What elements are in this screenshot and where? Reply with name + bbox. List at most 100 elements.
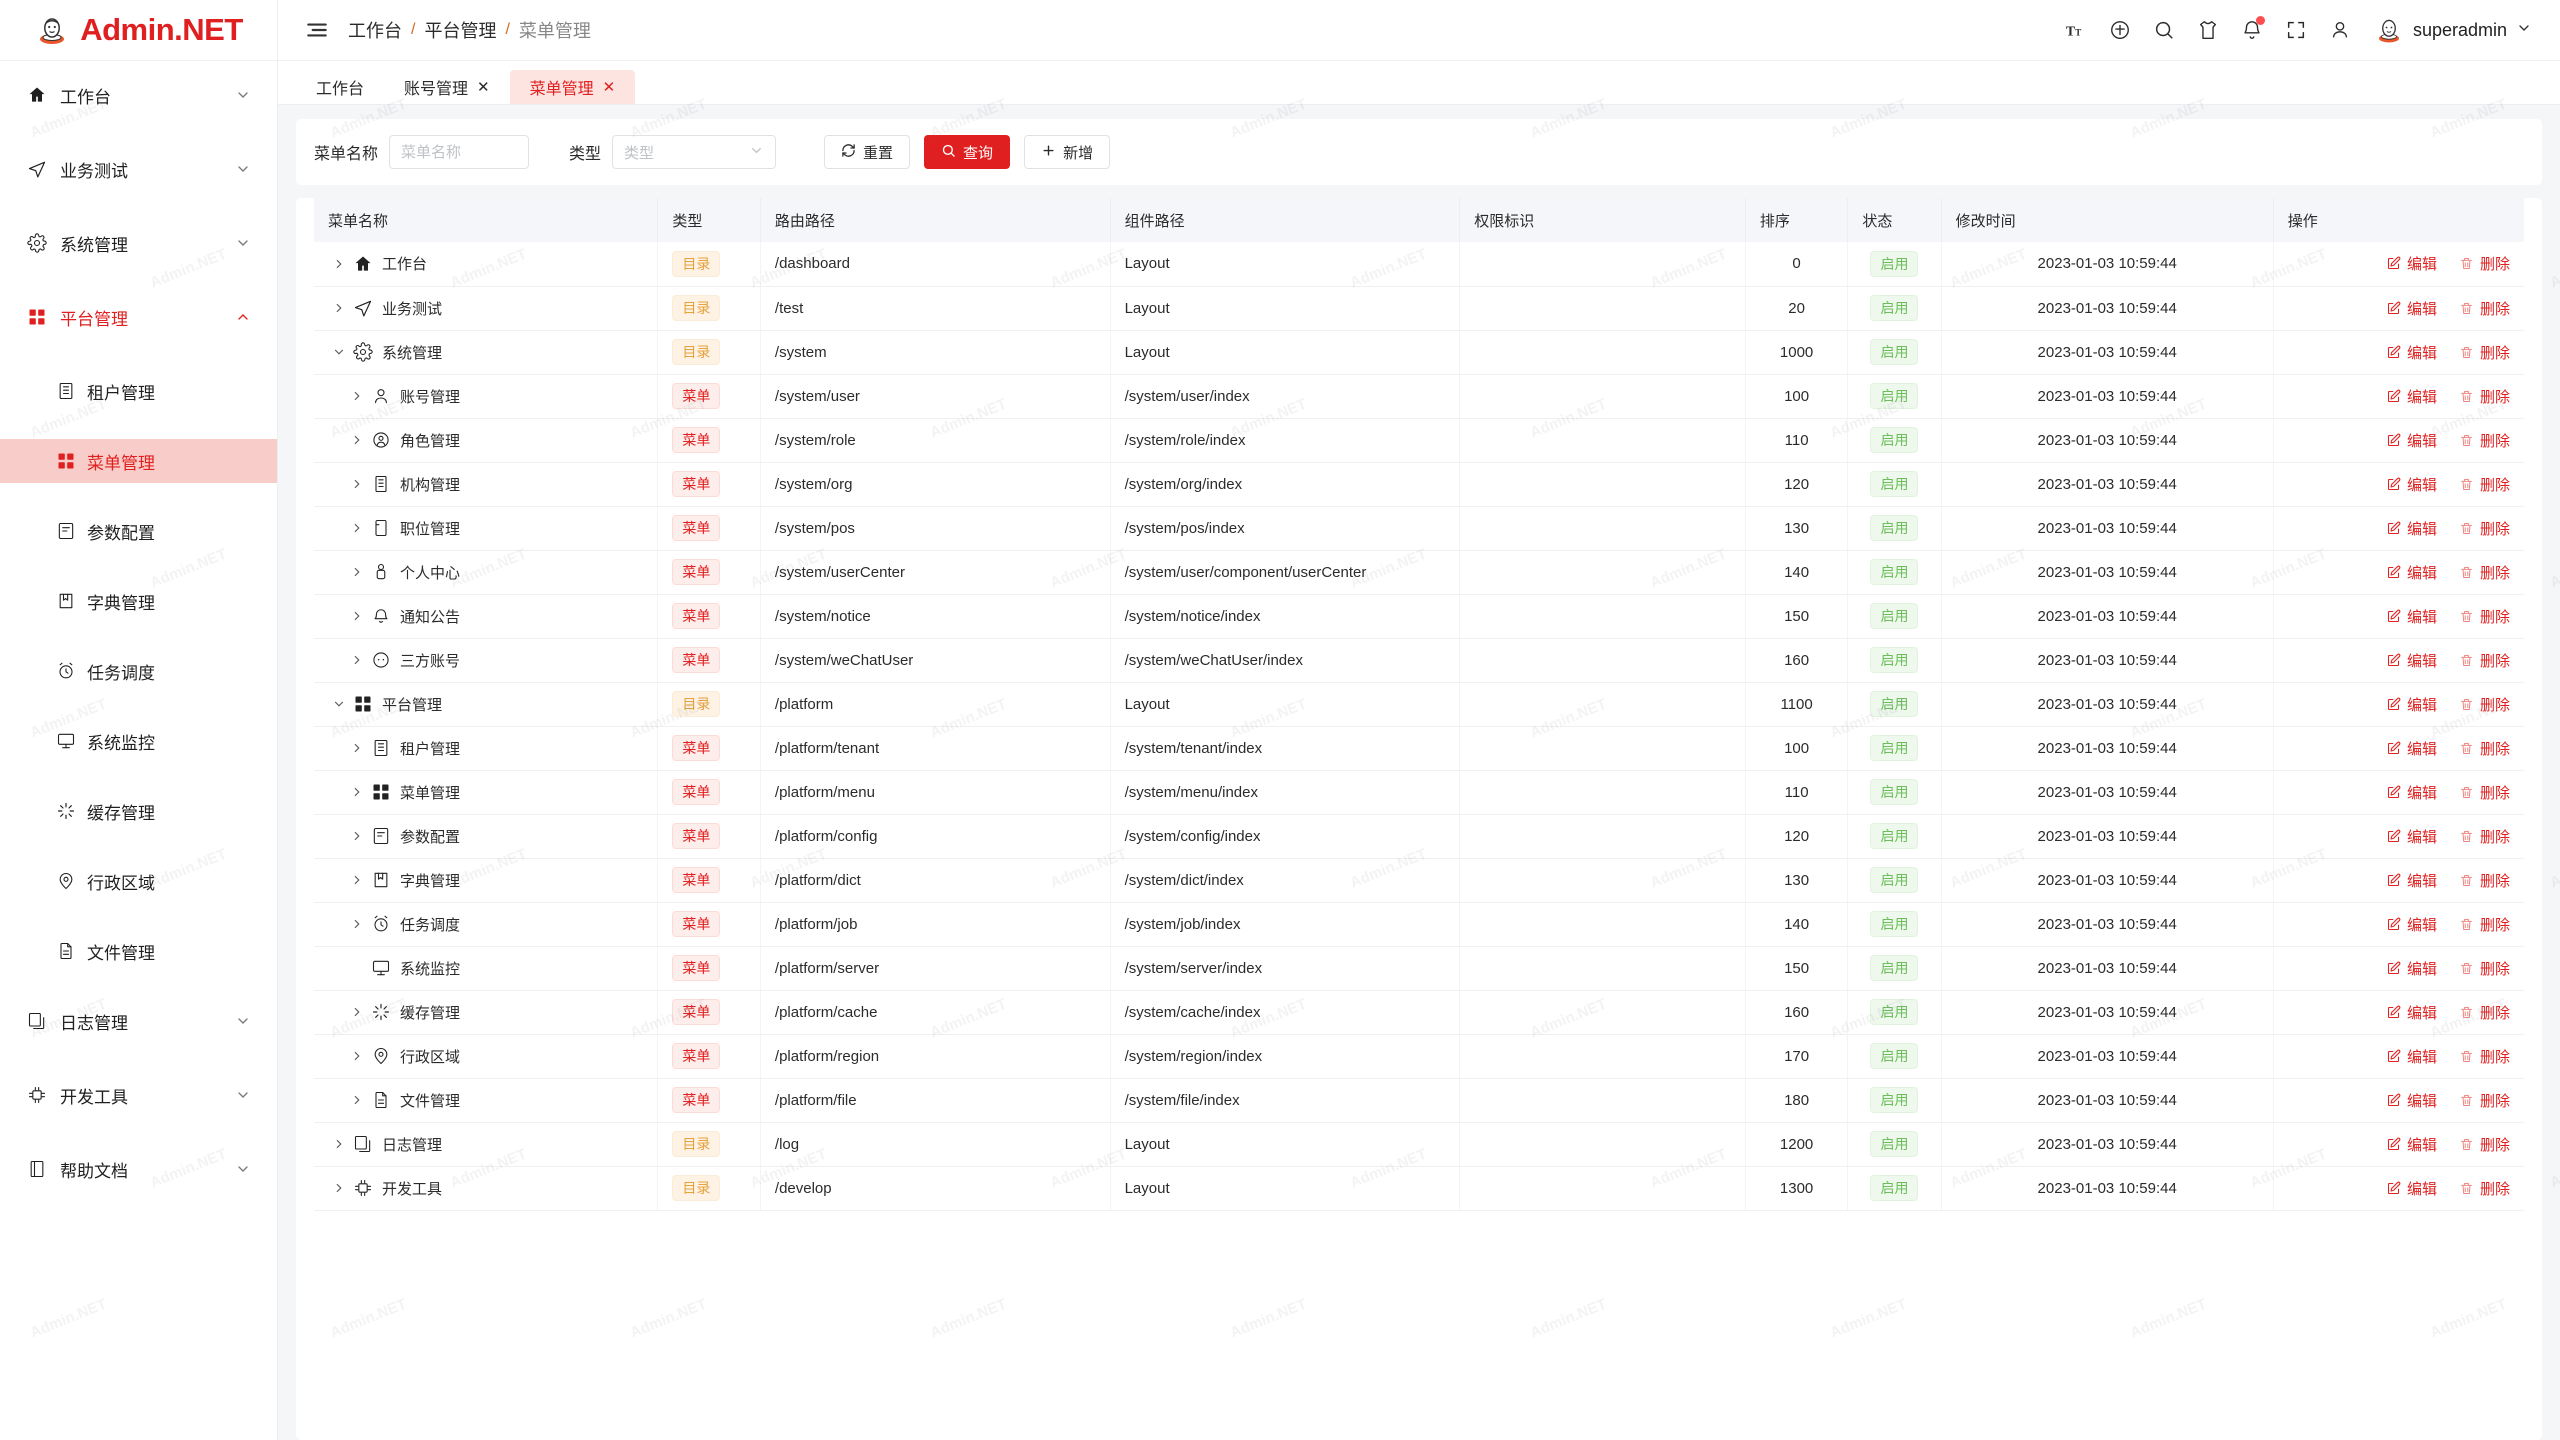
table-row[interactable]: 三方账号 菜单 /system/weChatUser /system/weCha… <box>314 638 2524 683</box>
edit-button[interactable]: 编辑 <box>2386 430 2437 451</box>
close-icon[interactable]: ✕ <box>477 78 490 96</box>
table-row[interactable]: 机构管理 菜单 /system/org /system/org/index 12… <box>314 462 2524 507</box>
delete-button[interactable]: 删除 <box>2459 474 2510 495</box>
delete-button[interactable]: 删除 <box>2459 1178 2510 1199</box>
expand-arrow-right-icon[interactable] <box>348 387 366 405</box>
table-row[interactable]: 工作台 目录 /dashboard Layout 0 启用 2023-01-03… <box>314 242 2524 287</box>
sidebar-item-5[interactable]: 开发工具 <box>0 1073 277 1117</box>
table-row[interactable]: 业务测试 目录 /test Layout 20 启用 2023-01-03 10… <box>314 286 2524 331</box>
expand-arrow-right-icon[interactable] <box>348 607 366 625</box>
user-icon[interactable] <box>2318 8 2362 52</box>
tab-1[interactable]: 账号管理 ✕ <box>384 70 510 104</box>
delete-button[interactable]: 删除 <box>2459 870 2510 891</box>
expand-arrow-right-icon[interactable] <box>330 299 348 317</box>
edit-button[interactable]: 编辑 <box>2386 738 2437 759</box>
edit-button[interactable]: 编辑 <box>2386 958 2437 979</box>
table-row[interactable]: 文件管理 菜单 /platform/file /system/file/inde… <box>314 1078 2524 1123</box>
tab-2[interactable]: 菜单管理 ✕ <box>509 70 636 104</box>
table-row[interactable]: 任务调度 菜单 /platform/job /system/job/index … <box>314 902 2524 947</box>
delete-button[interactable]: 删除 <box>2459 1046 2510 1067</box>
expand-arrow-right-icon[interactable] <box>330 1135 348 1153</box>
table-row[interactable]: 租户管理 菜单 /platform/tenant /system/tenant/… <box>314 726 2524 771</box>
close-icon[interactable]: ✕ <box>602 78 616 96</box>
table-row[interactable]: 账号管理 菜单 /system/user /system/user/index … <box>314 374 2524 419</box>
edit-button[interactable]: 编辑 <box>2386 606 2437 627</box>
table-row[interactable]: 日志管理 目录 /log Layout 1200 启用 2023-01-03 1… <box>314 1122 2524 1167</box>
delete-button[interactable]: 删除 <box>2459 826 2510 847</box>
edit-button[interactable]: 编辑 <box>2386 253 2437 274</box>
sidebar-subitem-3-4[interactable]: 任务调度 <box>0 649 277 693</box>
expand-arrow-down-icon[interactable] <box>330 343 348 361</box>
edit-button[interactable]: 编辑 <box>2386 518 2437 539</box>
expand-arrow-right-icon[interactable] <box>348 739 366 757</box>
sidebar-subitem-3-5[interactable]: 系统监控 <box>0 719 277 763</box>
edit-button[interactable]: 编辑 <box>2386 342 2437 363</box>
edit-button[interactable]: 编辑 <box>2386 298 2437 319</box>
expand-arrow-right-icon[interactable] <box>348 563 366 581</box>
table-row[interactable]: 参数配置 菜单 /platform/config /system/config/… <box>314 814 2524 859</box>
sidebar-subitem-3-0[interactable]: 租户管理 <box>0 369 277 413</box>
expand-arrow-right-icon[interactable] <box>348 915 366 933</box>
font-size-icon[interactable]: T T <box>2054 8 2098 52</box>
tab-0[interactable]: 工作台 <box>296 70 384 104</box>
edit-button[interactable]: 编辑 <box>2386 870 2437 891</box>
delete-button[interactable]: 删除 <box>2459 914 2510 935</box>
edit-button[interactable]: 编辑 <box>2386 562 2437 583</box>
delete-button[interactable]: 删除 <box>2459 1002 2510 1023</box>
delete-button[interactable]: 删除 <box>2459 562 2510 583</box>
delete-button[interactable]: 删除 <box>2459 298 2510 319</box>
edit-button[interactable]: 编辑 <box>2386 694 2437 715</box>
menu-type-select[interactable]: 类型 <box>612 135 777 169</box>
delete-button[interactable]: 删除 <box>2459 694 2510 715</box>
edit-button[interactable]: 编辑 <box>2386 1178 2437 1199</box>
edit-button[interactable]: 编辑 <box>2386 650 2437 671</box>
edit-button[interactable]: 编辑 <box>2386 782 2437 803</box>
delete-button[interactable]: 删除 <box>2459 518 2510 539</box>
hamburger-icon[interactable] <box>304 17 330 43</box>
expand-arrow-right-icon[interactable] <box>348 1047 366 1065</box>
sidebar-item-6[interactable]: 帮助文档 <box>0 1147 277 1191</box>
table-row[interactable]: 通知公告 菜单 /system/notice /system/notice/in… <box>314 594 2524 639</box>
table-row[interactable]: 行政区域 菜单 /platform/region /system/region/… <box>314 1034 2524 1079</box>
breadcrumb-item-1[interactable]: 平台管理 <box>424 21 497 41</box>
add-button[interactable]: 新增 <box>1024 135 1111 169</box>
table-row[interactable]: 缓存管理 菜单 /platform/cache /system/cache/in… <box>314 990 2524 1035</box>
delete-button[interactable]: 删除 <box>2459 253 2510 274</box>
query-button[interactable]: 查询 <box>924 135 1011 169</box>
table-row[interactable]: 开发工具 目录 /develop Layout 1300 启用 2023-01-… <box>314 1166 2524 1211</box>
table-row[interactable]: 菜单管理 菜单 /platform/menu /system/menu/inde… <box>314 770 2524 815</box>
delete-button[interactable]: 删除 <box>2459 606 2510 627</box>
expand-arrow-right-icon[interactable] <box>348 1091 366 1109</box>
theme-shirt-icon[interactable] <box>2186 8 2230 52</box>
reset-button[interactable]: 重置 <box>824 135 911 169</box>
table-row[interactable]: 平台管理 目录 /platform Layout 1100 启用 2023-01… <box>314 682 2524 727</box>
edit-button[interactable]: 编辑 <box>2386 826 2437 847</box>
delete-button[interactable]: 删除 <box>2459 738 2510 759</box>
delete-button[interactable]: 删除 <box>2459 958 2510 979</box>
sidebar-item-0[interactable]: 工作台 <box>0 73 277 117</box>
sidebar-item-2[interactable]: 系统管理 <box>0 221 277 265</box>
table-row[interactable]: 个人中心 菜单 /system/userCenter /system/user/… <box>314 550 2524 595</box>
delete-button[interactable]: 删除 <box>2459 342 2510 363</box>
table-row[interactable]: 字典管理 菜单 /platform/dict /system/dict/inde… <box>314 858 2524 903</box>
sidebar-item-3[interactable]: 平台管理 <box>0 295 277 339</box>
expand-arrow-right-icon[interactable] <box>348 431 366 449</box>
edit-button[interactable]: 编辑 <box>2386 1134 2437 1155</box>
table-row[interactable]: 系统监控 菜单 /platform/server /system/server/… <box>314 946 2524 991</box>
language-icon[interactable] <box>2098 8 2142 52</box>
edit-button[interactable]: 编辑 <box>2386 1002 2437 1023</box>
expand-arrow-right-icon[interactable] <box>348 651 366 669</box>
fullscreen-icon[interactable] <box>2274 8 2318 52</box>
sidebar-item-4[interactable]: 日志管理 <box>0 999 277 1043</box>
expand-arrow-right-icon[interactable] <box>348 475 366 493</box>
delete-button[interactable]: 删除 <box>2459 386 2510 407</box>
expand-arrow-right-icon[interactable] <box>330 1179 348 1197</box>
delete-button[interactable]: 删除 <box>2459 430 2510 451</box>
delete-button[interactable]: 删除 <box>2459 650 2510 671</box>
edit-button[interactable]: 编辑 <box>2386 386 2437 407</box>
sidebar-subitem-3-8[interactable]: 文件管理 <box>0 929 277 973</box>
user-menu[interactable]: superadmin <box>2374 15 2536 45</box>
delete-button[interactable]: 删除 <box>2459 1134 2510 1155</box>
edit-button[interactable]: 编辑 <box>2386 1090 2437 1111</box>
search-icon[interactable] <box>2142 8 2186 52</box>
